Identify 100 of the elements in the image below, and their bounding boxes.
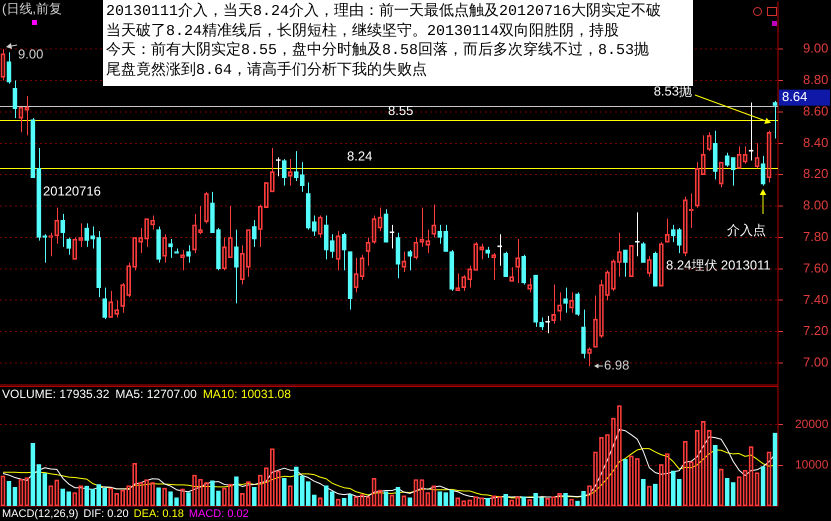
bar — [623, 458, 628, 506]
text: DIF: 0.20 — [83, 508, 129, 520]
candlestick — [450, 250, 454, 292]
annotation: 尾盘竟然涨到8.64，请高手们分析下我的失败点 — [106, 60, 428, 80]
y-tick-label: 7.80 — [803, 229, 828, 244]
bar — [760, 466, 766, 506]
bar — [252, 486, 257, 506]
bar — [724, 478, 730, 506]
candlestick — [712, 130, 718, 180]
candlestick — [563, 287, 568, 314]
y-tick-label: 20000 — [795, 416, 829, 431]
bar — [168, 491, 173, 506]
candlestick — [503, 251, 508, 278]
bar — [282, 478, 287, 506]
candlestick — [641, 242, 646, 263]
y-tick-label: 7.20 — [803, 323, 828, 338]
candlestick — [252, 220, 257, 248]
annotation: 8.53抛 — [654, 84, 692, 99]
candlestick — [66, 236, 72, 256]
bar — [730, 482, 736, 506]
y-tick-label: 9.00 — [803, 40, 828, 56]
ref-line-label: 8.64 — [782, 89, 808, 104]
bar — [330, 491, 334, 506]
y-tick-label: 10000 — [795, 458, 829, 472]
y-tick-label: 7.60 — [803, 260, 828, 276]
bar — [12, 486, 18, 506]
y-tick-label: 8.80 — [803, 72, 828, 88]
bar — [503, 494, 508, 506]
bar — [234, 476, 239, 506]
bar — [396, 486, 400, 506]
bar — [42, 473, 48, 506]
candlestick — [724, 152, 730, 168]
candlestick — [36, 147, 42, 242]
annotation: 9.00 — [18, 46, 44, 62]
annotation: 当天破了8.24精准线后，长阴短柱，继续坚守。20130114双向阳胜阴，持股 — [106, 22, 620, 41]
text: MACD: 0.02 — [188, 508, 249, 520]
candlestick — [102, 287, 108, 320]
candlestick — [282, 158, 287, 186]
bar — [186, 492, 191, 506]
candlestick — [438, 224, 442, 244]
text: MA5: 12707.00 — [115, 387, 197, 401]
bar — [384, 491, 388, 506]
bar — [581, 491, 586, 506]
bar — [772, 432, 778, 506]
ref-line-label: 8.55 — [388, 102, 414, 118]
candlestick — [342, 232, 346, 271]
y-tick-label: 8.00 — [803, 198, 828, 213]
candlestick — [581, 309, 586, 359]
y-tick-label: 8.20 — [803, 166, 828, 182]
candlestick — [760, 155, 766, 186]
candlestick — [186, 244, 191, 264]
candlestick — [485, 246, 490, 258]
bar — [533, 493, 538, 506]
y-tick-label: 7.00 — [803, 354, 828, 370]
ref-line-label: 8.24 — [347, 148, 372, 164]
annotation: 20130111介入，当天8.24介入，理由：前一天最低点触及20120716大阴实定不破 — [106, 2, 662, 22]
bar — [563, 493, 568, 506]
bar — [216, 490, 221, 506]
candlestick — [216, 228, 221, 271]
annotation: 今天：前有大阴实定8.55，盘中分时触及8.58回落，而后多次穿线不过，8.53抛 — [106, 41, 650, 60]
candlestick — [168, 238, 173, 258]
candlestick — [30, 118, 36, 178]
bar — [539, 498, 544, 506]
bar — [444, 492, 448, 506]
annotation: 20120716 — [43, 184, 101, 199]
bar — [485, 498, 490, 506]
candlestick — [539, 317, 544, 331]
candlestick — [12, 80, 18, 119]
bar — [712, 445, 718, 506]
bar — [324, 485, 328, 506]
annotation: 6.98 — [604, 358, 630, 373]
candlestick — [408, 250, 412, 271]
bar — [652, 484, 658, 506]
candlestick — [533, 274, 538, 328]
candlestick — [234, 229, 239, 304]
bar — [521, 496, 526, 506]
text: MACD(12,26,9) — [2, 508, 78, 520]
candlestick — [772, 100, 778, 140]
candlestick — [521, 254, 526, 286]
candlestick — [652, 251, 658, 286]
candlestick — [623, 250, 628, 278]
text: MA10: 10031.08 — [202, 387, 291, 401]
candlestick — [396, 232, 400, 279]
candlestick — [210, 191, 215, 234]
bar — [210, 480, 215, 506]
bar — [408, 498, 412, 506]
bar — [641, 478, 646, 506]
bar — [174, 498, 179, 506]
candlestick — [6, 52, 12, 84]
candlestick — [324, 214, 328, 260]
y-tick-label: 8.40 — [803, 134, 828, 150]
candlestick — [730, 157, 736, 186]
candlestick — [156, 226, 161, 264]
annotation: VOLUME: 17935.32 — [2, 387, 110, 401]
y-tick-label: 8.60 — [803, 103, 828, 118]
bar — [438, 491, 442, 506]
bar — [342, 498, 346, 506]
bar — [450, 490, 454, 506]
bar — [348, 494, 352, 506]
candlestick — [330, 234, 334, 258]
